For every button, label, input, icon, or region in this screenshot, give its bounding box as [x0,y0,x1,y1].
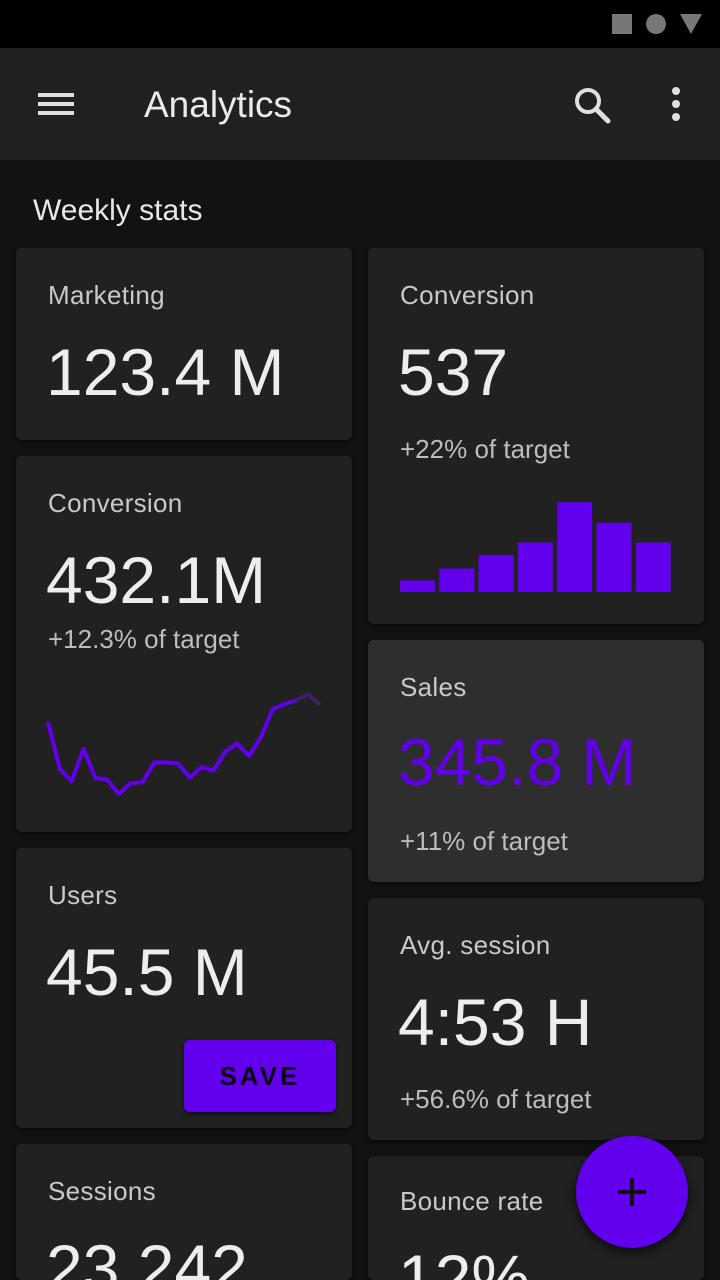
card-subtitle: +22% of target [400,434,570,464]
card-label: Bounce rate [400,1186,544,1216]
conversion-line-card[interactable]: Conversion 432.1M +12.3% of target [16,456,352,832]
conversion-bars-card[interactable]: Conversion 537 +22% of target [368,248,704,624]
card-subtitle: +11% of target [400,826,568,856]
chart-bar [596,522,632,592]
chart-bar [517,542,553,592]
chart-line [46,698,297,796]
card-subtitle: +12.3% of target [48,624,240,654]
card-label: Avg. session [400,930,551,960]
card-label: Marketing [48,280,165,310]
page-title: Analytics [144,84,293,125]
card-value: 432.1M [46,543,267,617]
status-icons [612,14,702,34]
status-bar [0,0,720,48]
section-title: Weekly stats [33,194,203,227]
card-subtitle: +56.6% of target [400,1084,592,1114]
app-bar: Analytics [0,48,720,160]
sales-card[interactable]: Sales 345.8 M +11% of target [368,640,704,882]
avg-session-card[interactable]: Avg. session 4:53 H +56.6% of target [368,898,704,1140]
more-vert-icon[interactable] [656,82,696,126]
chart-bar [635,542,671,592]
chart-bar [557,502,593,592]
home-circle-icon [646,14,666,34]
card-value: 45.5 M [46,935,248,1009]
back-triangle-icon [680,14,702,34]
sessions-card[interactable]: Sessions 23,242 [16,1144,352,1280]
card-label: Sessions [48,1176,156,1206]
card-label: Sales [400,672,467,702]
card-value: 123.4 M [46,335,285,409]
card-label: Conversion [48,488,183,518]
bar-chart [400,502,671,592]
stop-icon [612,14,632,34]
line-chart [46,691,322,796]
card-label: Users [48,880,118,910]
chart-bar [478,555,514,592]
add-fab-button[interactable] [576,1136,688,1248]
card-value: 23,242 [46,1231,248,1280]
card-value: 345.8 M [398,725,637,799]
card-value: 12% [398,1241,531,1280]
card-value: 537 [398,335,509,409]
save-button[interactable]: SAVE [184,1040,336,1112]
card-label: Conversion [400,280,535,310]
chart-line-fade [295,691,322,707]
chart-bar [439,568,475,592]
add-icon [618,1178,646,1206]
marketing-card[interactable]: Marketing 123.4 M [16,248,352,440]
chart-bar [400,580,435,592]
search-icon[interactable] [568,82,616,126]
menu-icon[interactable] [32,84,80,124]
card-value: 4:53 H [398,985,593,1059]
